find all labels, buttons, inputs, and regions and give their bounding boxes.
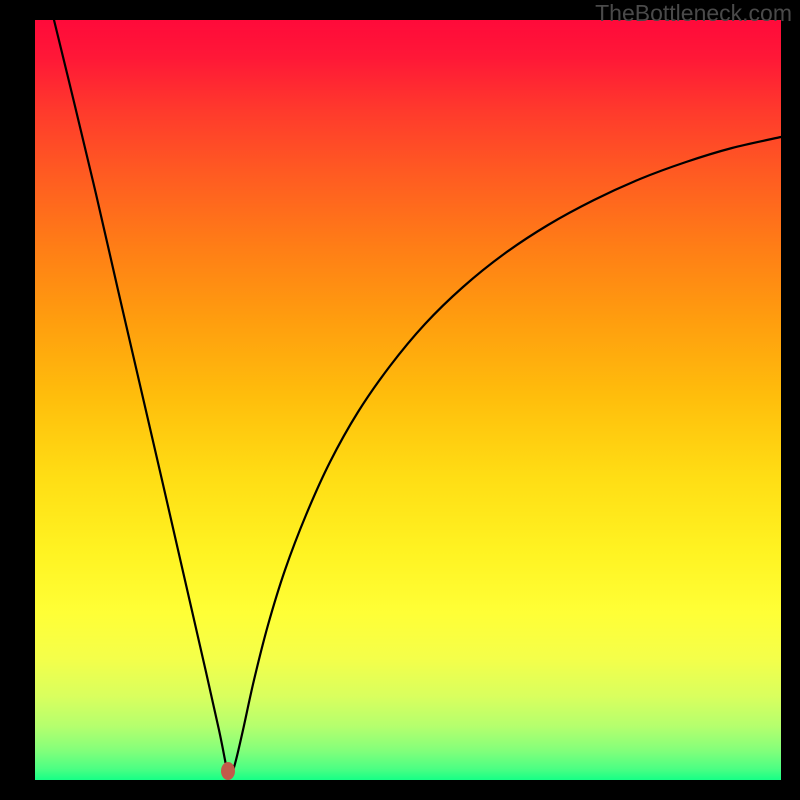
attribution-text: TheBottleneck.com — [595, 0, 792, 27]
minimum-marker — [221, 762, 235, 780]
plot-background — [35, 20, 781, 780]
chart-svg — [0, 0, 800, 800]
chart-container: TheBottleneck.com — [0, 0, 800, 800]
attribution-label: TheBottleneck.com — [595, 0, 792, 26]
